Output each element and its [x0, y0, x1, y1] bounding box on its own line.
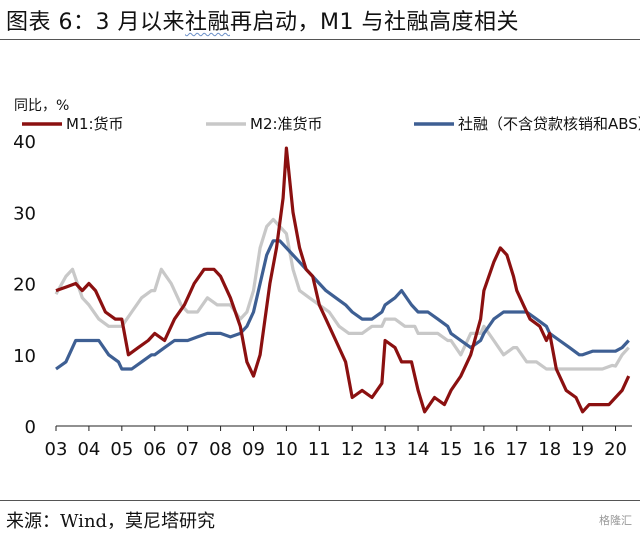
y-tick-label: 20: [13, 275, 36, 296]
line-chart: 同比，% M1:货币 M2:准货币 社融（不含贷款核销和ABS） 0 10 20 30 40…: [13, 98, 640, 460]
title-prefix: 图表 6：3 月以来: [6, 10, 185, 35]
x-tick-label: 17: [505, 439, 528, 460]
legend-label: M2:准货币: [250, 115, 323, 133]
y-axis-ticks: 0 10 20 30 40: [13, 132, 36, 438]
x-tick-label: 09: [242, 439, 265, 460]
y-tick-label: 30: [13, 203, 36, 224]
y-tick-label: 0: [25, 417, 36, 438]
source-note: 来源：Wind，莫尼塔研究: [6, 511, 216, 532]
watermark: 格隆汇: [599, 514, 632, 527]
legend-item-1: M2:准货币: [206, 115, 323, 133]
series-lines: [54, 146, 631, 414]
x-tick-label: 18: [538, 439, 561, 460]
y-axis-label: 同比，%: [14, 98, 69, 114]
x-tick-label: 07: [176, 439, 199, 460]
x-tick-label: 20: [604, 439, 627, 460]
x-tick-label: 05: [110, 439, 133, 460]
legend-item-0: M1:货币: [22, 115, 124, 133]
y-tick-label: 40: [13, 132, 36, 153]
y-tick-label: 10: [13, 346, 36, 367]
chart-title: 图表 6：3 月以来社融再启动，M1 与社融高度相关: [6, 4, 519, 36]
legend: M1:货币 M2:准货币 社融（不含贷款核销和ABS）: [22, 115, 640, 133]
x-axis-ticks: 03 04 05 06 07 08 09 10 11 12 13 14 15 16 17 18 19 20: [45, 426, 627, 460]
x-tick-label: 13: [374, 439, 397, 460]
x-tick-label: 16: [472, 439, 495, 460]
title-highlight: 社融: [184, 10, 230, 35]
title-suffix: 再启动，M1 与社融高度相关: [230, 10, 519, 35]
legend-label: M1:货币: [66, 115, 124, 133]
x-tick-label: 19: [571, 439, 594, 460]
title-divider: [0, 39, 640, 40]
legend-label: 社融（不含贷款核销和ABS）: [458, 115, 640, 133]
x-tick-label: 12: [341, 439, 364, 460]
footer-divider: [0, 500, 640, 501]
x-tick-label: 10: [275, 439, 298, 460]
x-tick-label: 04: [77, 439, 100, 460]
x-tick-label: 03: [45, 439, 68, 460]
x-tick-label: 06: [143, 439, 166, 460]
legend-item-2: 社融（不含贷款核销和ABS）: [414, 115, 640, 133]
series-line-2: [55, 239, 630, 371]
series-line-0: [55, 146, 631, 414]
x-tick-label: 08: [209, 439, 232, 460]
x-tick-label: 14: [407, 439, 430, 460]
series-line-1: [54, 217, 630, 371]
x-tick-label: 11: [308, 439, 331, 460]
x-tick-label: 15: [440, 439, 463, 460]
